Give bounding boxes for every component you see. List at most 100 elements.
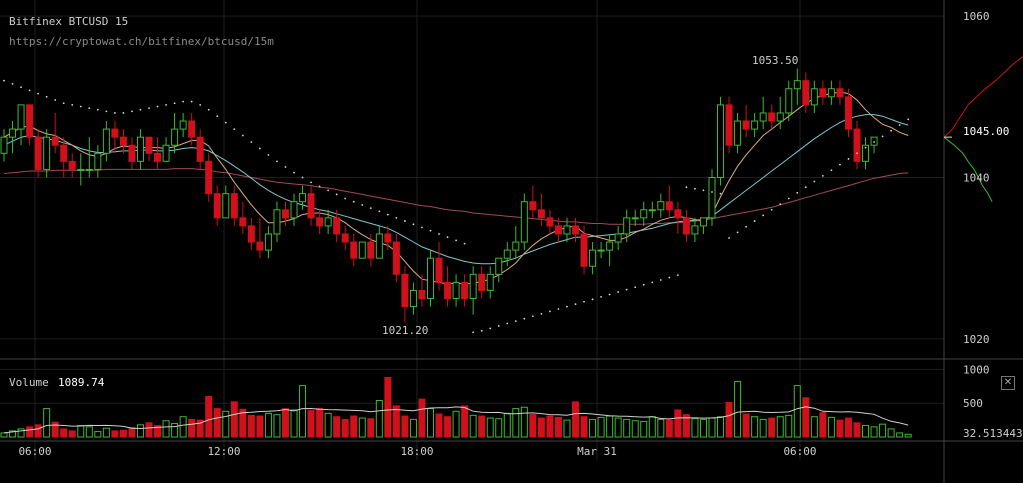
volume-bar [9, 430, 17, 438]
candle-body [384, 233, 392, 243]
candle-body [836, 88, 844, 98]
psar-dot [224, 121, 227, 124]
volume-bar [478, 415, 486, 438]
volume-bar [435, 413, 443, 438]
volume-bar [17, 428, 25, 438]
candle-body [776, 112, 784, 122]
psar-dot [779, 203, 782, 206]
volume-bar [870, 426, 878, 438]
psar-dot [71, 103, 74, 106]
psar-dot [711, 191, 713, 193]
volume-bar [589, 418, 597, 438]
psar-dot [250, 141, 253, 143]
low-annotation: 1021.20 [382, 324, 428, 337]
psar-dot [497, 325, 500, 327]
psar-dot [386, 213, 389, 216]
candle-body [682, 217, 690, 235]
candle-body [230, 193, 238, 219]
volume-bar [486, 417, 494, 438]
close-volume-button[interactable]: ✕ [1001, 376, 1015, 390]
volume-bar [222, 410, 230, 438]
time-tick-label: 06:00 [18, 445, 51, 458]
psar-dot [557, 308, 560, 310]
candle-body [102, 128, 110, 154]
time-tick-label: Mar 31 [577, 445, 617, 458]
candle-body [614, 233, 622, 243]
volume-ma-line [3, 406, 909, 434]
volume-bar [623, 418, 631, 438]
candle-body [827, 88, 835, 98]
volume-bars [0, 376, 912, 438]
volume-bar [682, 414, 690, 438]
candle-body [674, 209, 682, 219]
candle-body [119, 136, 127, 146]
candle-body [631, 217, 639, 220]
psar-dot [873, 141, 875, 143]
candle-body [751, 120, 759, 130]
candle-body [486, 273, 494, 291]
volume-bar [827, 416, 835, 438]
volume-bar [691, 418, 699, 438]
psar-dot [847, 158, 850, 160]
psar-dot [531, 315, 534, 318]
volume-bar [230, 401, 238, 438]
volume-bar [580, 416, 588, 438]
psar-dot [395, 216, 398, 219]
depth-chart [943, 56, 1023, 202]
candle-body [136, 136, 144, 162]
current-price-label: 1045.00 [963, 125, 1009, 138]
candle-body [768, 112, 776, 122]
psar-dot [3, 79, 5, 82]
candle-body [17, 104, 25, 130]
psar-dot [787, 197, 790, 200]
candle-body [77, 168, 85, 171]
volume-bar [85, 426, 93, 438]
candle-body [367, 241, 375, 259]
volume-bar [290, 409, 298, 438]
candle-body [34, 136, 42, 170]
volume-bar [469, 414, 477, 438]
psar-dot [753, 220, 756, 222]
volume-bar [452, 410, 460, 438]
psar-dot [148, 107, 150, 110]
volume-bar [427, 408, 434, 438]
volume-bar [640, 420, 648, 438]
psar-dot [642, 283, 645, 286]
candle-body [503, 249, 511, 259]
volume-bar [708, 417, 716, 438]
psar-dot [259, 147, 261, 150]
candle-body [171, 128, 179, 146]
candle-body [85, 168, 93, 171]
candle-body [742, 120, 750, 130]
candle-body [213, 193, 221, 219]
grid [0, 0, 944, 460]
psar-dot [156, 105, 159, 108]
psar-dot [694, 187, 696, 190]
psar-dot [762, 214, 765, 217]
psar-dot [898, 124, 901, 126]
candle-body [461, 281, 469, 300]
psar-dot [276, 160, 278, 163]
candle-body [299, 193, 307, 203]
psar-dot [11, 83, 14, 85]
price-tick-label: 1060 [963, 10, 990, 23]
time-tick-label: 18:00 [400, 445, 433, 458]
volume-bar [699, 418, 707, 438]
psar-dot [421, 226, 423, 229]
volume-bar [60, 428, 68, 438]
psar-dot [378, 210, 381, 213]
psar-dot [88, 107, 91, 110]
psar-dot [856, 152, 858, 155]
psar-dot [864, 146, 867, 149]
volume-bar [606, 415, 614, 438]
candle-body [648, 209, 656, 212]
volume-label: Volume [9, 376, 49, 389]
candle-body [435, 257, 443, 283]
candle-body [145, 136, 153, 154]
volume-bar [384, 376, 392, 438]
candle-body [785, 88, 793, 114]
candle-body [375, 233, 383, 259]
candle-body [512, 241, 520, 251]
volume-bar [725, 402, 733, 438]
